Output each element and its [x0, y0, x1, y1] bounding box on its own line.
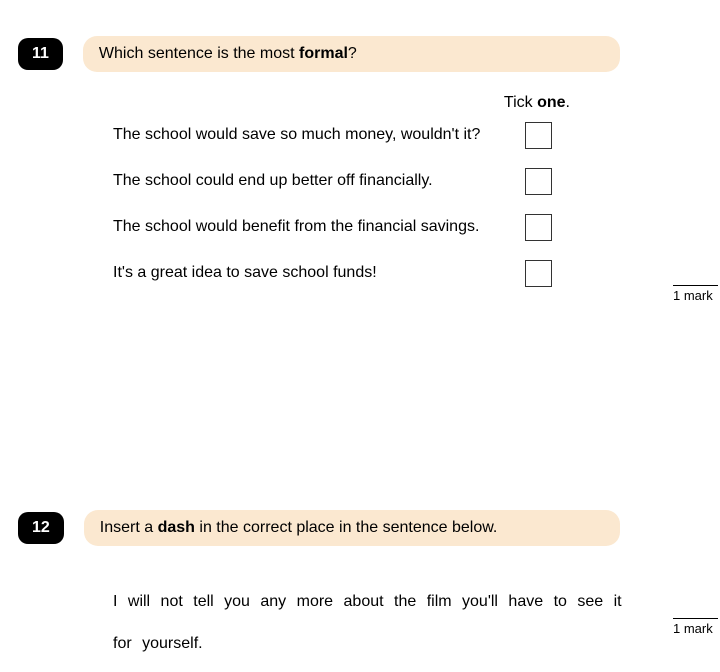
tick-bold: one: [537, 94, 565, 111]
tick-prefix: Tick: [504, 94, 537, 111]
mark-label-q12: 1 mark: [673, 618, 718, 636]
question-11-prompt-bold: formal: [299, 45, 348, 62]
question-12-prompt-bold: dash: [158, 519, 195, 536]
option-text-3: The school would benefit from the financ…: [113, 218, 513, 236]
question-12-banner: Insert a dash in the correct place in th…: [84, 510, 620, 546]
question-12: 12 Insert a dash in the correct place in…: [18, 510, 720, 664]
question-11-header: 11 Which sentence is the most formal?: [18, 36, 720, 72]
question-number-12: 12: [18, 512, 64, 544]
checkbox-3[interactable]: [525, 214, 552, 241]
checkbox-1[interactable]: [525, 122, 552, 149]
option-row: The school could end up better off finan…: [113, 172, 720, 190]
question-11-banner: Which sentence is the most formal?: [83, 36, 620, 72]
checkbox-4[interactable]: [525, 260, 552, 287]
question-number-11: 11: [18, 38, 63, 70]
question-12-prompt-suffix: in the correct place in the sentence bel…: [195, 519, 497, 536]
tick-suffix: .: [566, 94, 570, 111]
options-container: The school would save so much money, wou…: [113, 126, 720, 282]
option-row: The school would benefit from the financ…: [113, 218, 720, 236]
question-11-prompt-prefix: Which sentence is the most: [99, 45, 299, 62]
question-11: 11 Which sentence is the most formal? Ti…: [18, 36, 720, 310]
option-row: The school would save so much money, wou…: [113, 126, 720, 144]
question-12-header: 12 Insert a dash in the correct place in…: [18, 510, 720, 546]
checkbox-2[interactable]: [525, 168, 552, 195]
option-text-4: It's a great idea to save school funds!: [113, 264, 513, 282]
option-text-1: The school would save so much money, wou…: [113, 126, 513, 144]
tick-instruction: Tick one.: [18, 94, 570, 112]
question-11-prompt-suffix: ?: [348, 45, 357, 62]
mark-label-q11: 1 mark: [673, 285, 718, 303]
question-12-prompt-prefix: Insert a: [100, 519, 158, 536]
option-row: It's a great idea to save school funds!: [113, 264, 720, 282]
option-text-2: The school could end up better off finan…: [113, 172, 513, 190]
sentence-text: I will not tell you any more about the f…: [113, 581, 643, 664]
